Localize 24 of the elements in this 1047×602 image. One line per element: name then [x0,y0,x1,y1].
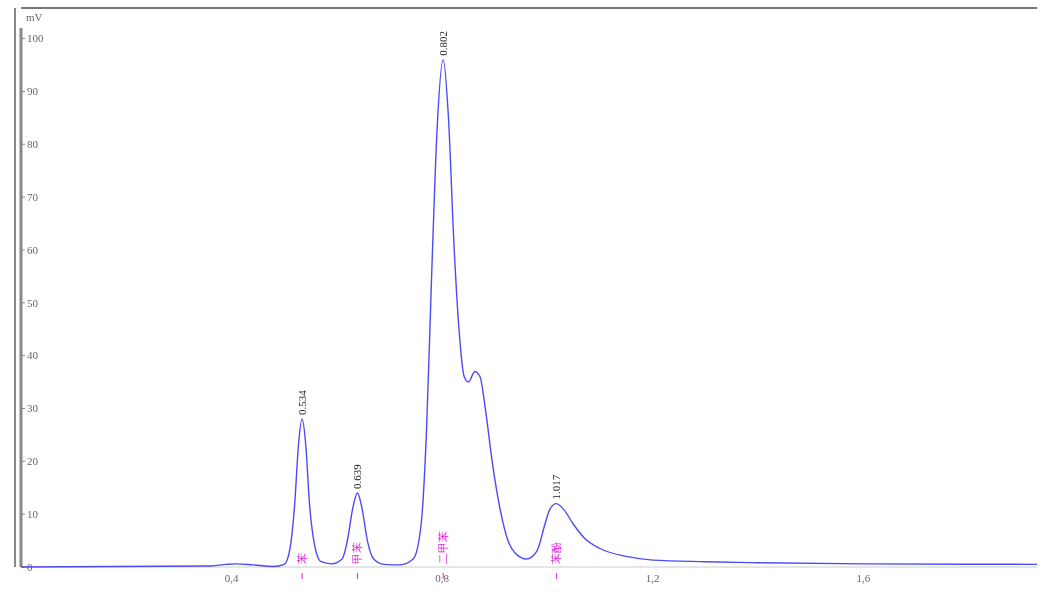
x-tick-label: 1,2 [645,572,660,584]
x-tick-label: 1,6 [856,572,871,584]
annotation: 苯 [296,553,309,564]
y-tick-label: 10 [27,508,39,521]
annotation: 苯酚 [550,542,563,564]
x-tick-label: 0,4 [224,572,239,584]
y-tick-label: 30 [27,402,39,415]
y-tick-label: 40 [27,349,39,362]
y-tick-label: 0 [27,560,33,573]
y-tick-label: 80 [27,138,39,151]
x-tick-label: 0,8 [435,572,450,584]
annotation: 0.802 [437,30,450,56]
y-tick-label: 20 [27,455,39,468]
y-tick-label: 60 [27,243,39,256]
y-tick-label: 70 [27,190,39,203]
y-tick-label: 100 [27,32,44,45]
y-axis-title: mV [26,11,43,23]
annotation: 1.017 [550,474,563,500]
y-tick-label: 50 [27,296,39,309]
y-tick-label: 90 [27,85,39,98]
annotation: 0.534 [296,389,309,416]
annotation: 甲苯 [351,542,364,564]
annotation: 0.639 [351,463,364,490]
annotation: 二甲苯 [437,531,450,564]
